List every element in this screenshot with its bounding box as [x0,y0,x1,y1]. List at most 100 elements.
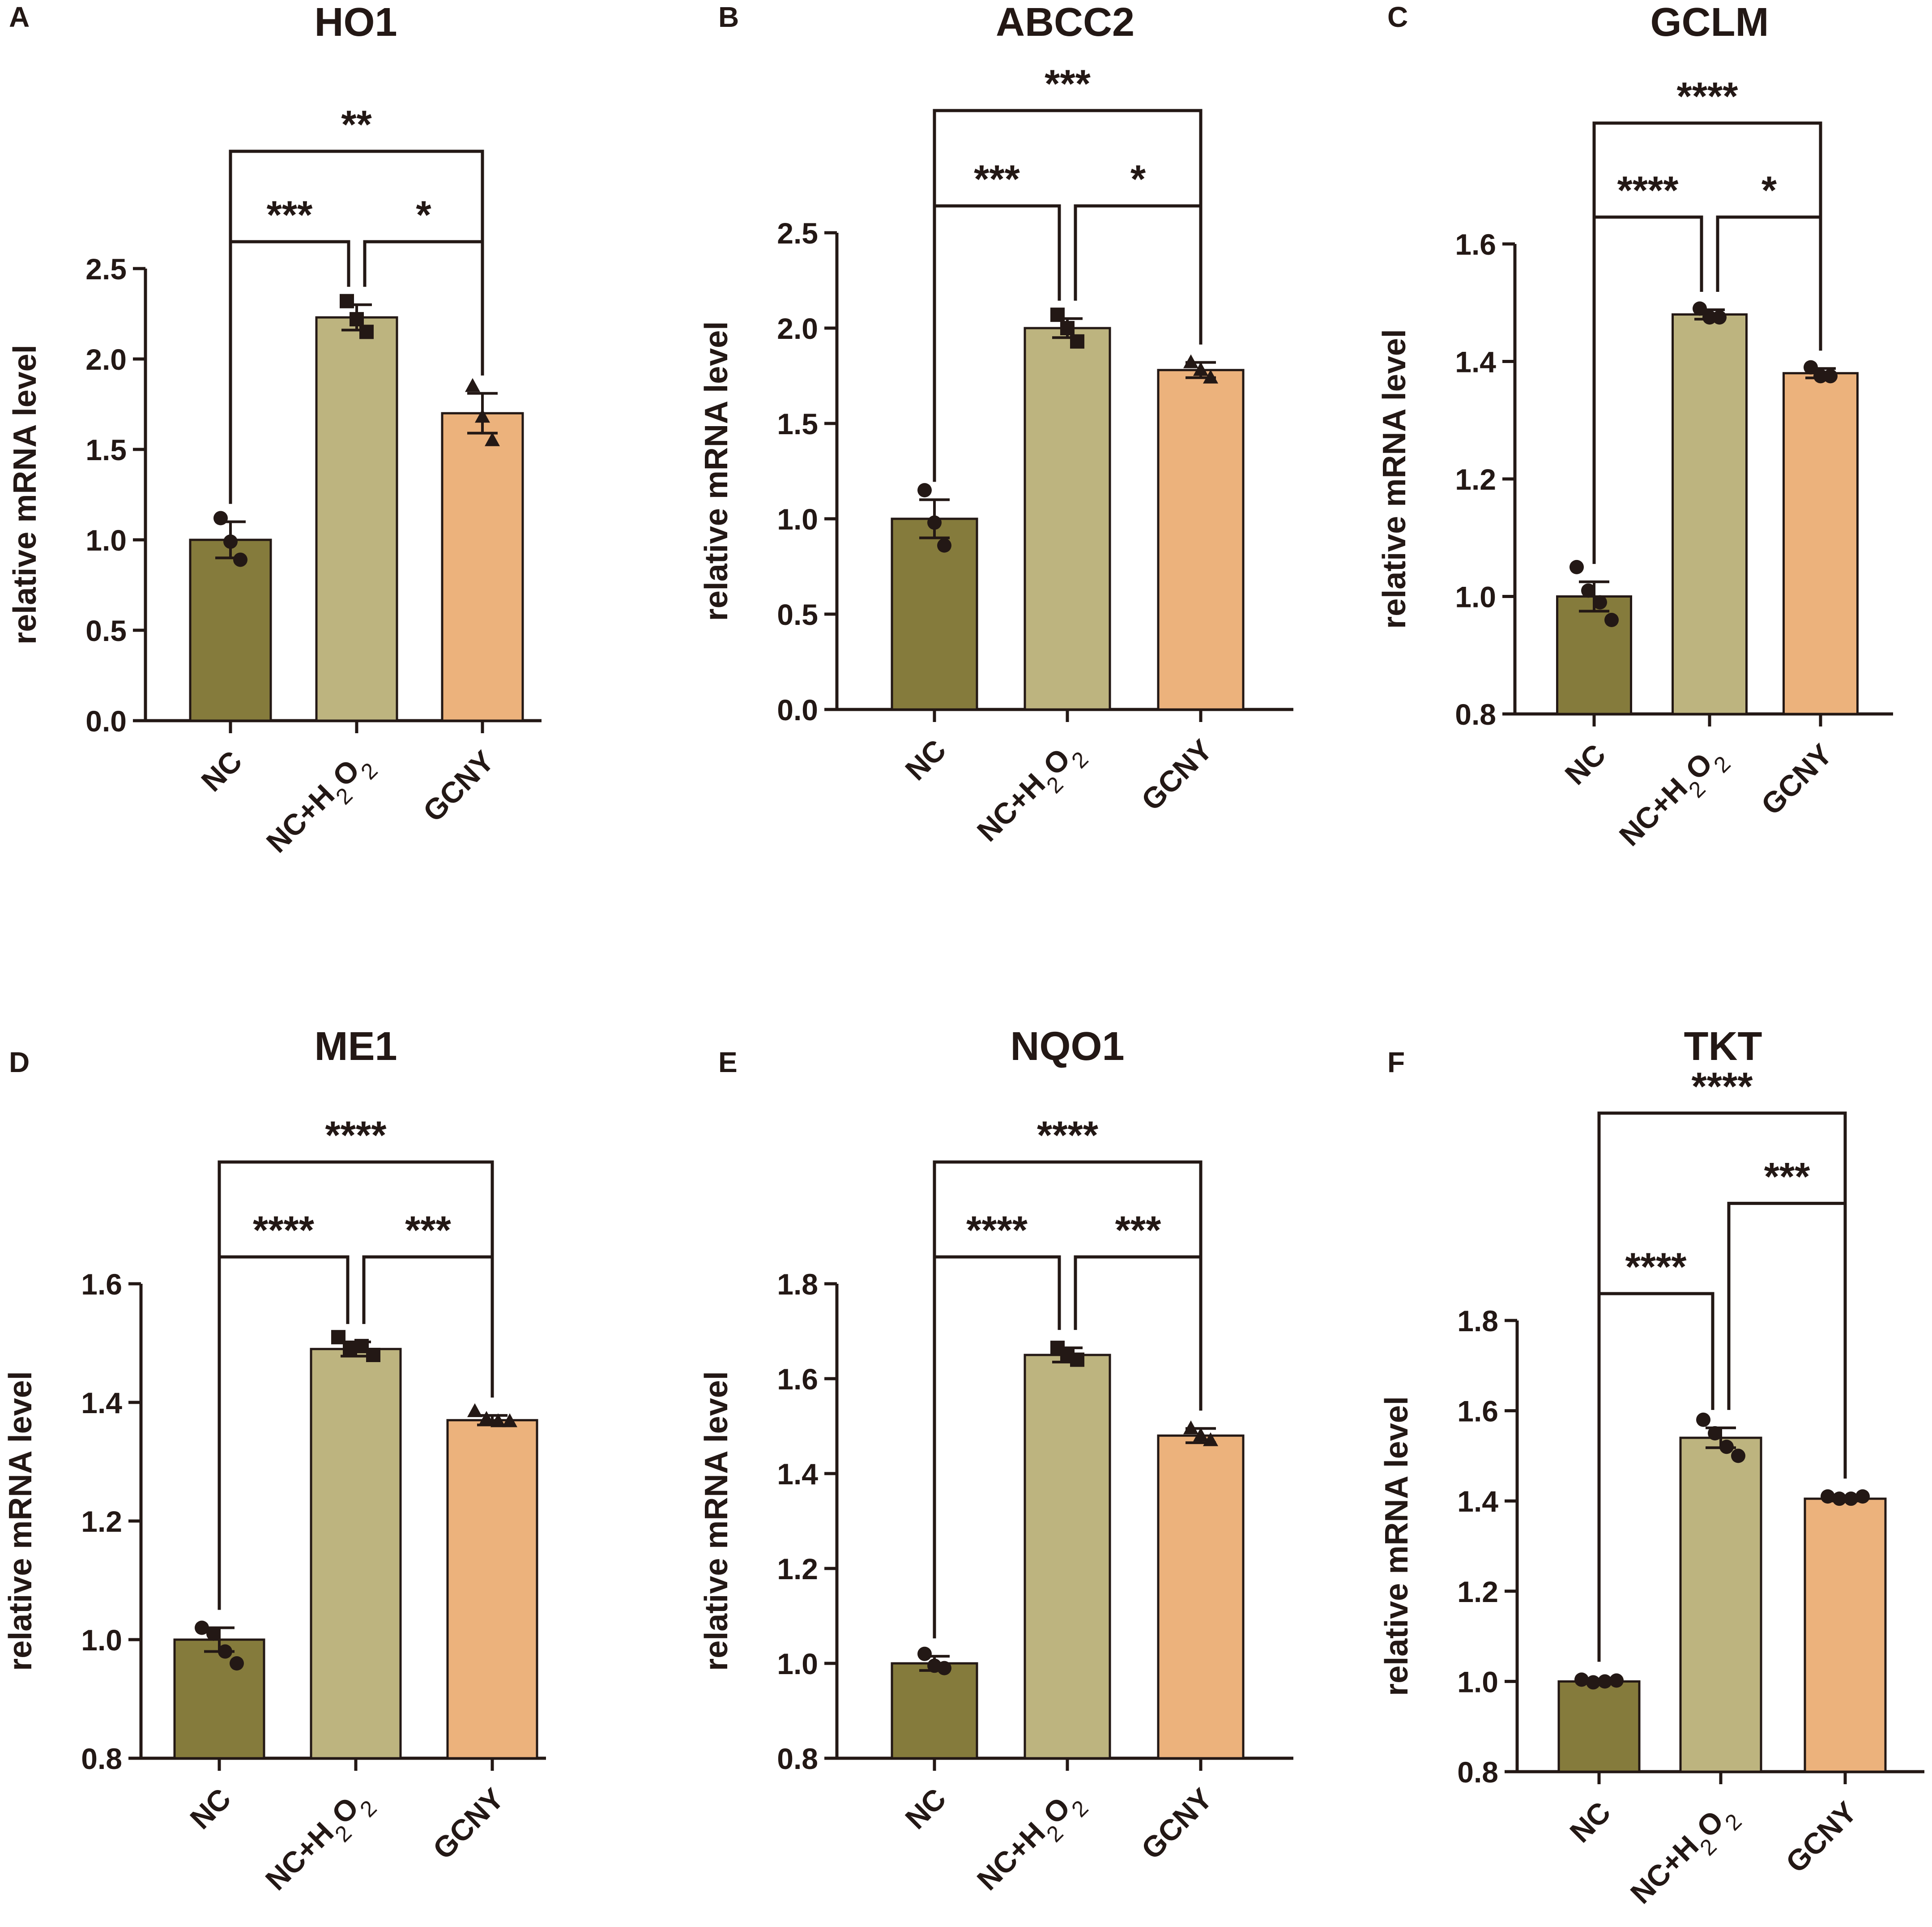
data-point [1070,1352,1084,1367]
y-tick-label: 1.4 [1457,1485,1498,1518]
y-tick-label: 1.6 [777,1363,818,1396]
bar-gcny [1783,372,1859,715]
data-point [465,378,480,392]
data-point [233,552,247,567]
bar-gcny [1157,1434,1245,1760]
y-tick-label: 1.4 [1455,346,1496,379]
data-point [479,1411,494,1425]
significance-label: *** [1115,1208,1161,1252]
y-tick-label: 0.8 [81,1742,122,1775]
x-tick-label: GCNY [1755,738,1838,821]
data-point [1844,1491,1858,1506]
significance-bracket [1592,121,1822,564]
data-point [1569,560,1584,574]
data-point [1821,1489,1835,1504]
significance-bracket [1597,1111,1847,1662]
panel-letter: C [1387,1,1408,33]
significance-bracket [933,109,1203,482]
data-point [213,511,228,526]
y-tick-label: 1.5 [85,433,127,466]
significance-label: **** [1617,168,1679,212]
chart-title: NQO1 [1010,1024,1124,1069]
y-tick-label: 1.2 [1457,1575,1498,1608]
bar-nc [173,1638,265,1760]
y-tick-label: 0.8 [777,1742,818,1775]
bar-nc [891,517,978,711]
data-point [1203,1432,1218,1446]
x-tick-label: NC+H2O2 [260,744,383,867]
y-axis-label: relative mRNA level [1377,329,1412,629]
y-axis-label: relative mRNA level [3,1371,38,1671]
significance-label: **** [325,1113,387,1157]
data-point [218,1644,232,1659]
y-tick-label: 1.0 [777,1647,818,1680]
data-point [937,1661,951,1675]
bar-nch2o2 [1672,313,1748,715]
x-tick-label: NC [183,1782,237,1836]
y-tick-label: 2.5 [777,217,818,250]
bar-nch2o2 [310,1348,402,1760]
x-tick-label: NC+H2O2 [1624,1795,1747,1918]
significance-label: **** [1692,1064,1753,1108]
y-tick-label: 1.8 [1457,1304,1498,1337]
significance-label: **** [253,1208,315,1252]
x-tick-label: NC [195,744,248,798]
significance-label: * [416,192,431,237]
y-tick-label: 1.2 [81,1505,122,1538]
y-tick-label: 0.5 [777,598,818,631]
significance-label: * [1761,168,1777,212]
significance-bracket [218,1160,494,1610]
bar-gcny [1157,369,1245,711]
panel-b: B ABCC2 relative mRNA level 0.0 0.5 1.0 1.5 2.0… [699,0,1293,856]
significance-label: *** [405,1208,451,1252]
significance-label: *** [267,192,313,237]
significance-label: *** [1764,1154,1810,1198]
data-point [206,1626,221,1641]
panel-letter: D [9,1046,30,1078]
x-tick-label: NC [1558,738,1612,791]
significance-label: **** [1037,1113,1099,1157]
y-tick-label: 2.0 [777,312,818,345]
panel-c: C GCLM relative mRNA level 0.8 1.0 1.2 1.4 1.6 N… [1377,0,1893,860]
data-point [490,1413,506,1427]
panel-letter: F [1387,1046,1405,1078]
y-tick-label: 0.8 [1457,1756,1498,1789]
data-point [1060,321,1075,335]
data-point [1855,1489,1870,1504]
x-tick-label: NC+H2O2 [971,733,1093,856]
data-point [1693,301,1707,316]
chart-title: ME1 [314,1024,397,1069]
y-tick-label: 2.5 [85,252,127,286]
data-point [359,325,374,339]
significance-label: ** [341,102,372,146]
data-point [467,1403,482,1417]
y-tick-label: 1.2 [777,1552,818,1585]
y-tick-label: 1.0 [81,1624,122,1657]
y-axis-label: relative mRNA level [1379,1396,1415,1696]
significance-label: **** [966,1208,1028,1252]
data-point [1604,613,1619,627]
y-tick-label: 2.0 [85,343,127,376]
data-point [1183,1420,1198,1435]
panel-a: A HO1 relative mRNA level 0.0 0.5 1.0 1.5 2.0 2.… [7,0,542,867]
chart-title: TKT [1684,1024,1762,1069]
y-tick-label: 0.5 [85,614,127,647]
bar-nch2o2 [315,316,398,722]
x-tick-label: GCNY [426,1782,510,1866]
data-point [1813,369,1828,384]
data-point [223,534,238,549]
significance-label: *** [974,157,1020,201]
x-tick-label: NC+H2O2 [1613,738,1736,860]
data-point [340,294,354,308]
data-point [1183,354,1198,368]
data-point [1193,1427,1208,1442]
data-point [195,1620,209,1635]
panel-f: F TKT relative mRNA level 0.8 1.0 1.2 1.4 1.6 1.… [1379,1024,1924,1918]
data-point [917,483,932,498]
y-axis-label: relative mRNA level [7,345,43,645]
data-point [1702,310,1717,325]
bar-gcny [441,412,524,722]
significance-label: **** [1677,74,1739,118]
y-tick-label: 0.0 [777,693,818,726]
